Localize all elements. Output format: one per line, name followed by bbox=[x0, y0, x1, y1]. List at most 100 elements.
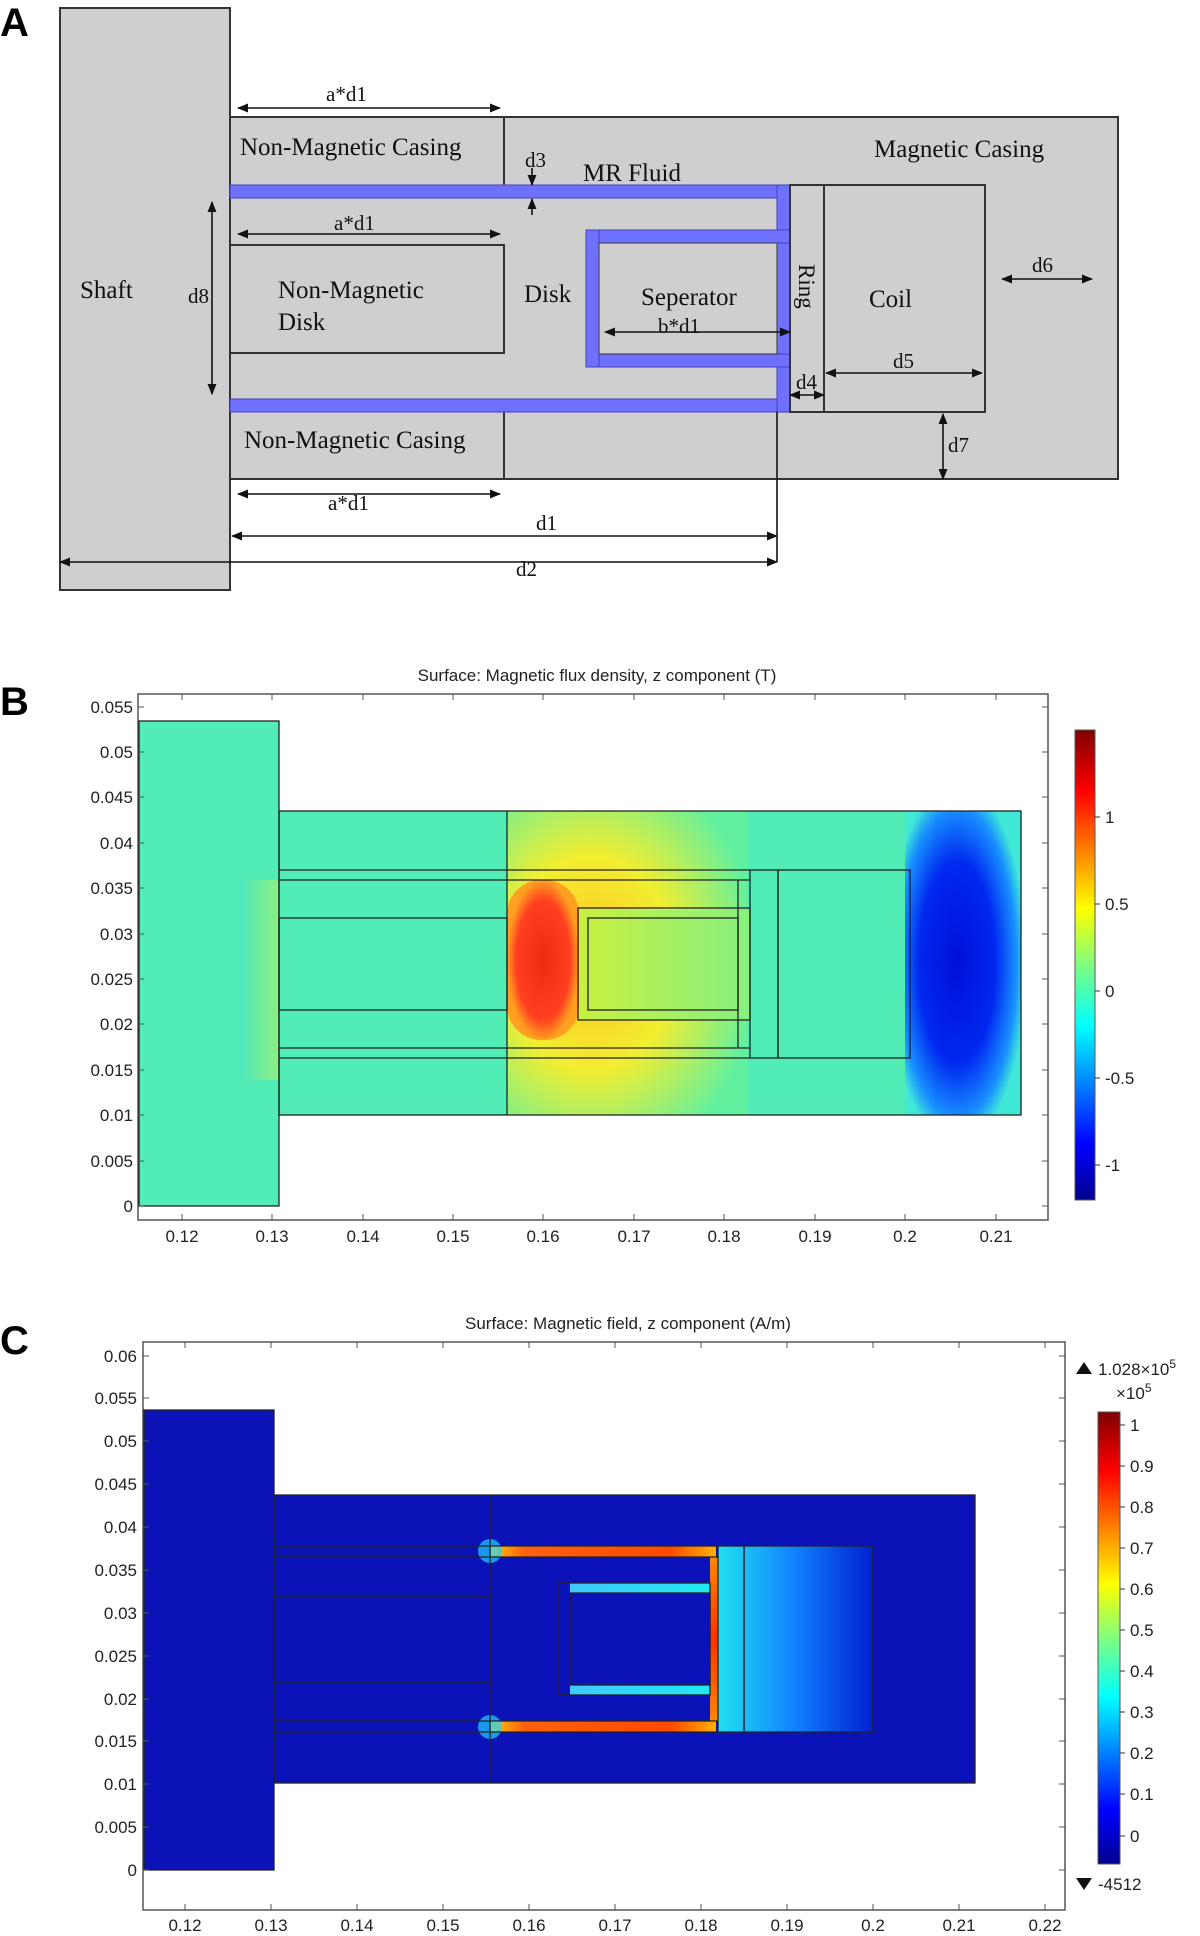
b-cbar-tick: -1 bbox=[1105, 1156, 1120, 1175]
ring bbox=[789, 184, 825, 413]
b-xtick: 0.13 bbox=[255, 1227, 288, 1246]
nm-casing-top bbox=[229, 116, 505, 190]
b-xtick: 0.12 bbox=[165, 1227, 198, 1246]
nm-disk bbox=[229, 244, 505, 354]
b-ytick: 0.05 bbox=[100, 743, 133, 762]
b-xtick: 0.16 bbox=[526, 1227, 559, 1246]
dim-d7: d7 bbox=[948, 433, 969, 457]
c-cbar-tick: 0.2 bbox=[1130, 1744, 1154, 1763]
c-xtick: 0.17 bbox=[598, 1916, 631, 1935]
c-cbar-tick: 0 bbox=[1130, 1827, 1139, 1846]
b-ytick: 0.005 bbox=[90, 1152, 133, 1171]
dim-ad1-top: a*d1 bbox=[326, 82, 367, 106]
dim-ad1-bottom: a*d1 bbox=[328, 491, 369, 515]
b-cbar-tick: -0.5 bbox=[1105, 1069, 1134, 1088]
label-nm-disk-line2: Disk bbox=[278, 309, 326, 336]
c-ytick: 0.03 bbox=[104, 1604, 137, 1623]
c-ytick: 0.055 bbox=[94, 1389, 137, 1408]
dim-d5: d5 bbox=[893, 349, 914, 373]
c-cbar-max: 1.028×105 bbox=[1098, 1357, 1176, 1379]
b-ytick: 0.035 bbox=[90, 879, 133, 898]
c-ytick: 0.04 bbox=[104, 1518, 137, 1537]
c-cbar-tick: 0.1 bbox=[1130, 1785, 1154, 1804]
c-gap-bottom bbox=[490, 1721, 716, 1732]
c-ring-zone bbox=[718, 1546, 873, 1732]
c-xtick: 0.2 bbox=[861, 1916, 885, 1935]
c-outlines bbox=[143, 1409, 976, 1871]
c-sep-bottom bbox=[570, 1685, 710, 1695]
c-xtick: 0.22 bbox=[1028, 1916, 1061, 1935]
b-cbar-tick: 0 bbox=[1105, 982, 1114, 1001]
mr-fluid-sep-left bbox=[585, 229, 600, 368]
c-gap-right bbox=[710, 1557, 718, 1721]
b-ytick: 0.055 bbox=[90, 698, 133, 717]
c-xtick: 0.16 bbox=[512, 1916, 545, 1935]
plot-title-c: Surface: Magnetic field, z component (A/… bbox=[465, 1314, 791, 1333]
mr-fluid-top bbox=[229, 184, 791, 199]
max-triangle-icon bbox=[1076, 1362, 1092, 1374]
c-xtick: 0.14 bbox=[340, 1916, 373, 1935]
dim-d3: d3 bbox=[525, 148, 546, 172]
dim-d6: d6 bbox=[1032, 253, 1053, 277]
b-cbar-tick: 1 bbox=[1105, 808, 1114, 827]
dim-d8: d8 bbox=[188, 284, 209, 308]
c-ytick: 0.045 bbox=[94, 1475, 137, 1494]
c-xtick: 0.13 bbox=[254, 1916, 287, 1935]
b-ytick: 0.04 bbox=[100, 834, 133, 853]
dim-d2: d2 bbox=[516, 557, 537, 581]
b-xtick: 0.14 bbox=[346, 1227, 379, 1246]
b-ytick: 0 bbox=[124, 1197, 133, 1216]
c-xtick: 0.18 bbox=[684, 1916, 717, 1935]
label-nm-disk-line1: Non-Magnetic bbox=[278, 277, 424, 304]
field-map-b bbox=[139, 721, 1021, 1206]
b-shaft-glow bbox=[240, 880, 279, 1080]
label-shaft: Shaft bbox=[80, 277, 133, 304]
label-nm-casing-top: Non-Magnetic Casing bbox=[240, 134, 462, 161]
c-cbar-scale: ×105 bbox=[1116, 1381, 1152, 1403]
c-xtick: 0.12 bbox=[168, 1916, 201, 1935]
b-xtick: 0.15 bbox=[436, 1227, 469, 1246]
nm-casing-bottom bbox=[229, 404, 505, 480]
mr-fluid-sep-bottom bbox=[585, 353, 791, 368]
b-ytick: 0.03 bbox=[100, 925, 133, 944]
c-cbar-tick: 1 bbox=[1130, 1416, 1139, 1435]
c-ytick: 0.035 bbox=[94, 1561, 137, 1580]
label-magnetic-casing: Magnetic Casing bbox=[874, 136, 1045, 163]
b-separator-zone bbox=[578, 910, 750, 1020]
c-cbar-tick: 0.3 bbox=[1130, 1703, 1154, 1722]
mr-fluid-sep-top bbox=[585, 229, 791, 244]
panel-b: B Surface: Magnetic flux density, z comp… bbox=[0, 666, 1134, 1246]
c-ytick: 0.02 bbox=[104, 1690, 137, 1709]
c-cbar-tick: 0.6 bbox=[1130, 1580, 1154, 1599]
b-ytick: 0.045 bbox=[90, 788, 133, 807]
c-cbar-tick: 0.7 bbox=[1130, 1539, 1154, 1558]
mr-fluid-bottom bbox=[229, 398, 791, 413]
c-cbar-min: -4512 bbox=[1098, 1875, 1141, 1894]
b-blue-zone bbox=[905, 811, 1021, 1115]
b-xtick: 0.17 bbox=[617, 1227, 650, 1246]
c-xtick: 0.21 bbox=[942, 1916, 975, 1935]
c-ytick: 0.01 bbox=[104, 1775, 137, 1794]
b-xtick: 0.21 bbox=[979, 1227, 1012, 1246]
b-disk-hotspot bbox=[507, 880, 579, 1040]
panel-a: A Shaft Non-Magnetic Casing Non-Magnetic… bbox=[0, 1, 1119, 591]
c-gap-top bbox=[490, 1546, 716, 1557]
label-mr-fluid: MR Fluid bbox=[583, 160, 681, 187]
mr-fluid-right bbox=[776, 184, 791, 413]
b-ytick: 0.015 bbox=[90, 1061, 133, 1080]
b-xtick: 0.2 bbox=[893, 1227, 917, 1246]
b-xtick: 0.18 bbox=[707, 1227, 740, 1246]
b-ytick: 0.02 bbox=[100, 1015, 133, 1034]
c-cbar-tick: 0.8 bbox=[1130, 1498, 1154, 1517]
panel-c: C Surface: Magnetic field, z component (… bbox=[0, 1314, 1176, 1935]
c-ytick: 0.015 bbox=[94, 1732, 137, 1751]
c-cbar-tick: 0.4 bbox=[1130, 1662, 1154, 1681]
b-outlines bbox=[138, 720, 1022, 1207]
label-separator: Seperator bbox=[641, 284, 737, 311]
c-cbar-tick: 0.5 bbox=[1130, 1621, 1154, 1640]
colorbar-c bbox=[1097, 1411, 1121, 1865]
label-nm-casing-bottom: Non-Magnetic Casing bbox=[244, 427, 466, 454]
c-sep-top bbox=[570, 1583, 710, 1593]
dim-d4: d4 bbox=[796, 370, 818, 394]
